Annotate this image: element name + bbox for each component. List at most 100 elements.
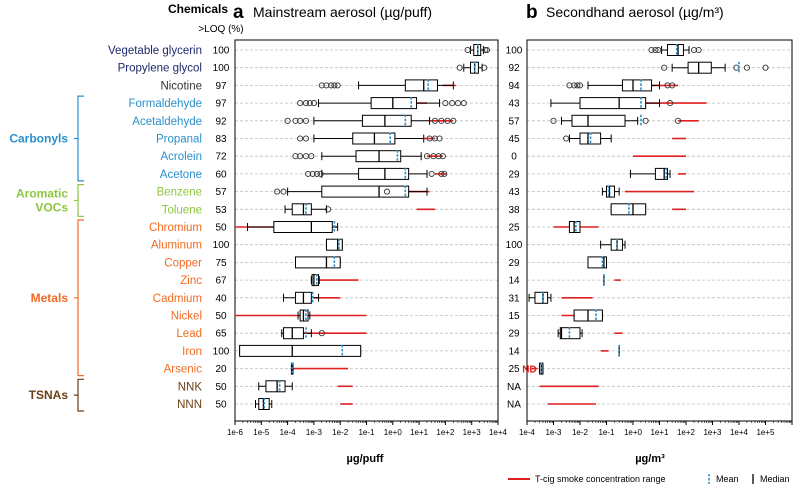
- group-label-aromatic-vocs: Aromatic VOCs: [16, 186, 68, 214]
- group-label-tsnas: TSNAs: [29, 388, 69, 402]
- loq-b-lead: 29: [508, 329, 520, 340]
- a-outlier: [302, 100, 310, 107]
- label-aluminum: Aluminum: [151, 240, 202, 252]
- a-outlier: [292, 117, 299, 124]
- b-row-chromium: [553, 221, 599, 233]
- a-outlier: [318, 330, 325, 337]
- loq-b-copper: 29: [508, 258, 520, 269]
- loq-a-chromium: 50: [215, 223, 227, 234]
- a-row-vegetable-glycerin: [464, 44, 490, 56]
- b-row-acetaldehyde: [550, 114, 699, 127]
- a-row-acetone: [305, 167, 448, 180]
- b-box: [587, 256, 607, 269]
- b-box: [687, 61, 712, 74]
- b-outlier: [574, 82, 581, 89]
- b-outlier: [648, 46, 655, 54]
- b-outlier: [652, 46, 659, 54]
- loq-b-vegetable-glycerin: 100: [506, 46, 523, 57]
- a-box: [361, 114, 412, 127]
- b-outlier: [743, 64, 751, 71]
- bracket-carbonyls: [74, 95, 84, 182]
- a-outlier: [313, 170, 320, 177]
- b-box: [621, 79, 653, 92]
- loq-b-propylene-glycol: 92: [508, 63, 520, 74]
- a-outlier: [435, 153, 442, 160]
- group-label-line: Aromatic: [16, 186, 68, 200]
- a-outlier: [318, 82, 325, 89]
- b-tick-label: 1e+5: [756, 428, 775, 437]
- a-outlier: [325, 206, 332, 213]
- a-row-propylene-glycol: [456, 61, 488, 74]
- a-row-acrolein: [292, 150, 446, 163]
- b-tick-label: 1e-2: [572, 428, 589, 437]
- a-outlier: [297, 153, 304, 160]
- loq-header: >LOQ (%): [198, 24, 243, 35]
- loq-a-nnk: 50: [215, 382, 227, 393]
- loq-a-nickel: 50: [215, 311, 227, 322]
- a-outlier: [297, 135, 304, 142]
- a-outlier: [483, 46, 490, 54]
- b-outlier: [666, 100, 674, 107]
- a-outlier: [444, 117, 451, 124]
- b-row-nicotine: [566, 79, 679, 92]
- label-nicotine: Nicotine: [160, 80, 202, 92]
- b-tick-label: 1e-4: [519, 428, 536, 437]
- a-outlier: [383, 188, 391, 195]
- label-lead: Lead: [176, 328, 202, 340]
- loq-a-propylene-glycol: 100: [213, 63, 230, 74]
- a-box: [311, 274, 320, 287]
- a-row-arsenic: [290, 362, 349, 375]
- loq-b-arsenic: 25: [508, 364, 520, 375]
- panel-b-title: Secondhand aerosol (µg/m³): [546, 4, 724, 20]
- a-tick-label: 1e+2: [436, 428, 455, 437]
- loq-a-lead: 65: [215, 329, 227, 340]
- loq-a-benzene: 57: [215, 187, 227, 198]
- loq-a-aluminum: 100: [213, 240, 230, 251]
- b-row-acetone: [629, 167, 686, 180]
- a-outlier: [442, 100, 449, 107]
- label-cadmium: Cadmium: [153, 293, 202, 305]
- a-outlier: [334, 82, 341, 89]
- a-outlier: [274, 188, 281, 195]
- a-outlier: [297, 117, 304, 124]
- group-label-carbonyls: Carbonyls: [9, 132, 68, 146]
- bracket-tsnas: [74, 378, 84, 412]
- a-outlier: [438, 117, 445, 124]
- a-outlier: [436, 135, 443, 142]
- a-row-cadmium: [283, 291, 341, 304]
- loq-b-nickel: 15: [508, 311, 520, 322]
- a-outlier: [482, 46, 489, 54]
- a-box: [239, 344, 362, 357]
- a-outlier: [450, 117, 457, 124]
- b-box: [654, 167, 668, 180]
- label-nnk: NNK: [178, 381, 203, 393]
- loq-b-propanal: 45: [508, 134, 520, 145]
- a-box: [273, 221, 333, 233]
- b-tick-label: 1e+0: [624, 428, 643, 437]
- label-copper: Copper: [164, 257, 202, 269]
- panel-a-xlabel: µg/puff: [347, 453, 384, 465]
- b-row-propylene-glycol: [661, 61, 769, 74]
- chemical-labels: Vegetable glycerin Propylene glycol Nicoti…: [108, 45, 202, 411]
- b-outlier: [661, 64, 668, 71]
- a-outlier: [454, 100, 461, 107]
- a-outlier: [438, 170, 445, 177]
- b-outlier: [690, 46, 698, 54]
- loq-a-nnn: 50: [215, 400, 227, 411]
- b-row-benzene: [601, 185, 694, 198]
- a-outlier: [460, 100, 467, 107]
- b-row-propanal: [563, 132, 686, 145]
- b-outlier: [571, 82, 578, 89]
- loq-b-benzene: 43: [508, 187, 520, 198]
- loq-b-formaldehyde: 43: [508, 99, 520, 110]
- a-outlier: [302, 135, 310, 142]
- b-box: [571, 114, 626, 127]
- a-row-copper: [295, 256, 341, 269]
- a-outlier: [423, 153, 431, 160]
- loq-b-nnk: NA: [507, 382, 521, 393]
- b-row-arsenic: ND: [522, 362, 544, 376]
- a-tick-label: 1e-6: [227, 428, 244, 437]
- a-outlier: [323, 82, 330, 89]
- a-outlier: [456, 64, 463, 71]
- b-tick-label: 1e-1: [598, 428, 615, 437]
